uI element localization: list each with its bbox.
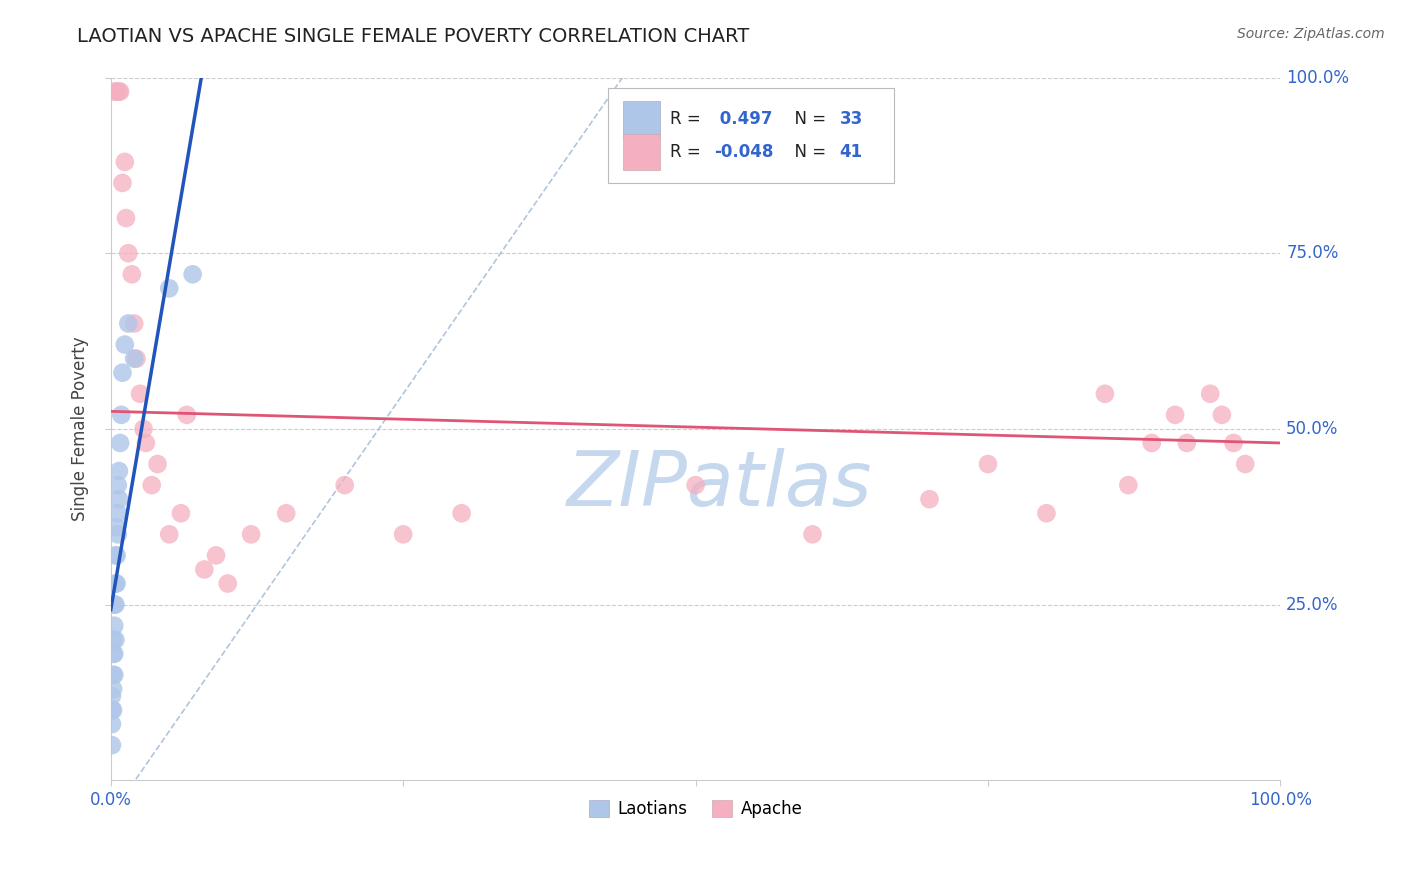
- Point: [1164, 408, 1187, 422]
- Point: [1035, 506, 1057, 520]
- Point: [108, 464, 131, 478]
- Text: LAOTIAN VS APACHE SINGLE FEMALE POVERTY CORRELATION CHART: LAOTIAN VS APACHE SINGLE FEMALE POVERTY …: [77, 27, 749, 45]
- Point: [108, 436, 131, 450]
- Point: [111, 176, 134, 190]
- Point: [115, 211, 138, 225]
- Text: 100.0%: 100.0%: [1286, 69, 1350, 87]
- Text: N =: N =: [785, 143, 832, 161]
- Text: Source: ZipAtlas.com: Source: ZipAtlas.com: [1237, 27, 1385, 41]
- Text: -0.048: -0.048: [714, 143, 773, 161]
- Text: R =: R =: [669, 143, 706, 161]
- Point: [1211, 408, 1233, 422]
- Point: [205, 549, 228, 563]
- Point: [217, 576, 239, 591]
- Point: [801, 527, 824, 541]
- Point: [114, 154, 136, 169]
- Text: 25.0%: 25.0%: [1286, 596, 1339, 614]
- Point: [103, 618, 125, 632]
- Point: [104, 632, 127, 647]
- Point: [101, 738, 124, 752]
- Point: [176, 408, 198, 422]
- Point: [103, 647, 125, 661]
- Point: [101, 632, 124, 647]
- Point: [101, 647, 124, 661]
- Point: [122, 351, 145, 366]
- Point: [450, 506, 472, 520]
- Text: 33: 33: [839, 110, 863, 128]
- Text: N =: N =: [785, 110, 832, 128]
- Point: [117, 317, 139, 331]
- Text: 50.0%: 50.0%: [1286, 420, 1339, 438]
- Point: [101, 703, 124, 717]
- Point: [333, 478, 356, 492]
- Point: [110, 408, 132, 422]
- Point: [125, 351, 148, 366]
- Point: [685, 478, 707, 492]
- Point: [157, 281, 180, 295]
- Text: ZIPatlas: ZIPatlas: [567, 448, 872, 522]
- Point: [276, 506, 298, 520]
- Text: 41: 41: [839, 143, 862, 161]
- Point: [101, 703, 124, 717]
- FancyBboxPatch shape: [623, 134, 661, 170]
- Point: [392, 527, 415, 541]
- Point: [105, 520, 128, 534]
- Point: [105, 549, 128, 563]
- Point: [157, 527, 180, 541]
- Point: [101, 717, 124, 731]
- Point: [240, 527, 263, 541]
- Text: R =: R =: [669, 110, 706, 128]
- FancyBboxPatch shape: [607, 88, 894, 183]
- Point: [103, 85, 125, 99]
- Point: [107, 506, 129, 520]
- Point: [132, 422, 155, 436]
- Text: 75.0%: 75.0%: [1286, 244, 1339, 262]
- Point: [105, 576, 128, 591]
- Point: [101, 689, 124, 703]
- Point: [104, 549, 127, 563]
- Point: [121, 268, 143, 282]
- Point: [1118, 478, 1140, 492]
- Point: [1094, 386, 1116, 401]
- Point: [1140, 436, 1163, 450]
- Y-axis label: Single Female Poverty: Single Female Poverty: [72, 336, 89, 521]
- Point: [107, 478, 129, 492]
- Point: [135, 436, 157, 450]
- Point: [101, 681, 124, 696]
- FancyBboxPatch shape: [623, 101, 661, 137]
- Point: [114, 337, 136, 351]
- Point: [129, 386, 152, 401]
- Point: [170, 506, 193, 520]
- Point: [1222, 436, 1244, 450]
- Point: [146, 457, 169, 471]
- Point: [193, 562, 215, 576]
- Text: 0.497: 0.497: [714, 110, 773, 128]
- Point: [104, 576, 127, 591]
- Point: [103, 598, 125, 612]
- Point: [122, 317, 145, 331]
- Point: [108, 492, 131, 507]
- Point: [108, 85, 131, 99]
- Point: [918, 492, 941, 507]
- Point: [104, 598, 127, 612]
- Point: [103, 668, 125, 682]
- Point: [111, 366, 134, 380]
- Point: [181, 268, 204, 282]
- Point: [117, 246, 139, 260]
- Point: [1234, 457, 1257, 471]
- Point: [108, 85, 131, 99]
- Point: [105, 85, 128, 99]
- Point: [107, 527, 129, 541]
- Point: [101, 668, 124, 682]
- Legend: Laotians, Apache: Laotians, Apache: [582, 793, 808, 825]
- Point: [1199, 386, 1222, 401]
- Point: [141, 478, 163, 492]
- Point: [977, 457, 1000, 471]
- Point: [1175, 436, 1198, 450]
